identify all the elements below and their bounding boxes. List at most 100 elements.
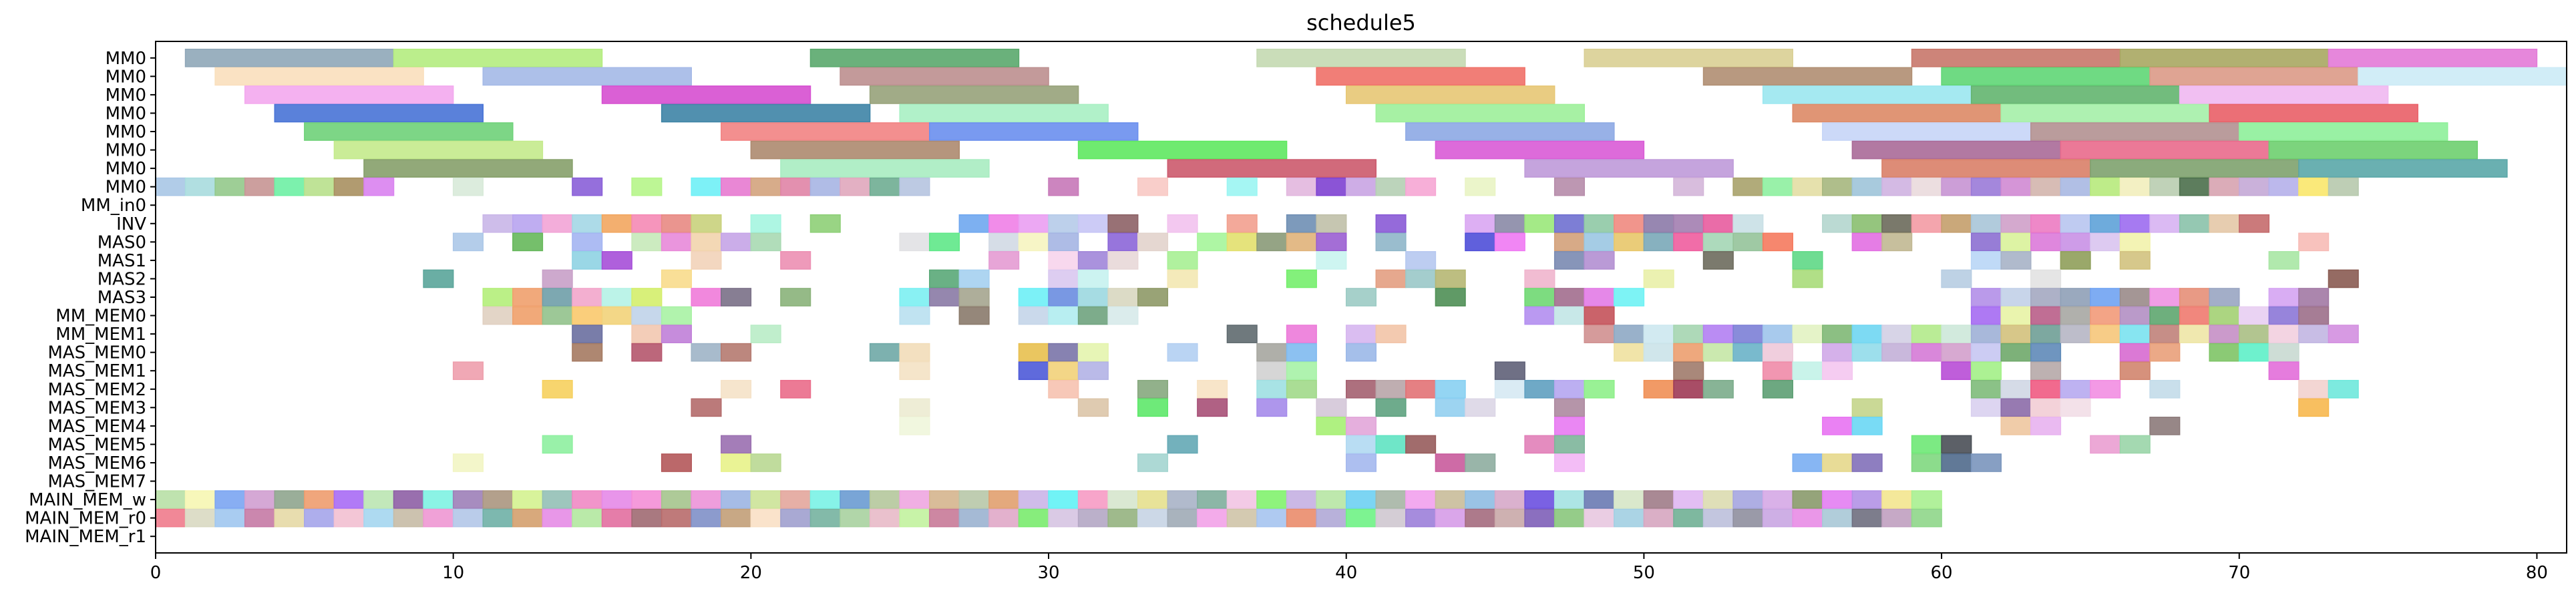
task-bar [1107, 306, 1139, 325]
task-bar [809, 48, 1020, 67]
task-bar [750, 325, 781, 343]
task-bar [2149, 379, 2181, 399]
task-bar [958, 306, 990, 325]
task-bar [840, 490, 871, 509]
task-bar [1375, 214, 1407, 233]
task-bar [1643, 325, 1674, 343]
task-bar [1107, 232, 1139, 252]
task-bar [1286, 214, 1317, 233]
task-bar [1524, 435, 1555, 454]
task-bar [691, 508, 722, 528]
task-bar [1256, 343, 1288, 362]
task-bar [482, 490, 514, 509]
task-bar [1822, 343, 1853, 362]
task-bar [1494, 379, 1525, 399]
task-bar [691, 490, 722, 509]
task-bar [1911, 343, 1942, 362]
task-bar [2090, 379, 2121, 399]
task-bar [572, 306, 603, 325]
task-bar [1553, 306, 1586, 325]
task-bar [721, 122, 930, 141]
task-bar [1614, 490, 1645, 509]
task-bar [750, 453, 781, 472]
task-bar [1941, 67, 2151, 86]
task-bar [2179, 325, 2210, 343]
task-bar [2328, 48, 2538, 67]
task-bar [452, 490, 484, 509]
task-bar [1048, 232, 1079, 252]
y-tick-label: INV [116, 214, 146, 234]
y-tick-label: MAS0 [98, 232, 146, 252]
task-bar [1792, 361, 1823, 381]
task-bar [1048, 508, 1079, 528]
y-tick-label: MAIN_MEM_r0 [25, 509, 146, 529]
task-bar [2000, 306, 2032, 325]
task-bar [2030, 343, 2062, 362]
task-bar [661, 104, 871, 123]
task-bar [631, 490, 663, 509]
task-bar [1911, 214, 1942, 233]
task-bar [1970, 251, 2002, 270]
task-bar [1792, 269, 1823, 288]
y-tick-label: MAS_MEM5 [47, 435, 146, 455]
task-bar [1702, 214, 1734, 233]
task-bar [1614, 214, 1645, 233]
task-bar [393, 490, 424, 509]
task-bar [393, 48, 603, 67]
task-bar [1167, 251, 1198, 270]
task-bar [1286, 343, 1317, 362]
task-bar [958, 269, 990, 288]
task-bar [1911, 177, 1942, 196]
task-bar [631, 508, 663, 528]
y-tick-label: MM_MEM0 [55, 307, 146, 327]
task-bar [482, 508, 514, 528]
chart-title: schedule5 [1306, 10, 1416, 35]
task-bar [184, 177, 216, 196]
task-bar [1822, 453, 1853, 472]
task-bar [2209, 104, 2418, 123]
task-bar [631, 288, 663, 307]
task-bar [1316, 417, 1347, 435]
task-bar [1702, 67, 1913, 86]
task-bar [2000, 251, 2032, 270]
task-bar [1702, 325, 1734, 343]
task-bar [244, 490, 276, 509]
task-bar [1048, 361, 1079, 381]
task-bar [1345, 379, 1377, 399]
task-bar [899, 343, 930, 362]
task-bar [2030, 398, 2062, 417]
task-bar [1643, 214, 1674, 233]
task-bar [452, 177, 484, 196]
task-bar [542, 288, 573, 307]
task-bar [1851, 214, 1883, 233]
task-bar [2149, 417, 2181, 435]
task-bar [780, 251, 811, 270]
task-bar [1614, 508, 1645, 528]
task-bar [2268, 251, 2299, 270]
task-bar [1553, 508, 1586, 528]
task-bar [482, 288, 514, 307]
task-bar [1345, 85, 1555, 104]
task-bar [1822, 361, 1853, 381]
task-bar [2000, 325, 2032, 343]
task-bar [1077, 140, 1288, 160]
task-bar [661, 306, 692, 325]
task-bar [1077, 269, 1109, 288]
y-tick-label: MAS_MEM1 [47, 361, 146, 381]
task-bar [1524, 490, 1555, 509]
task-bar [1584, 325, 1615, 343]
task-bar [2179, 85, 2389, 104]
y-tick-label: MAS_MEM6 [47, 453, 146, 473]
task-bar [780, 159, 990, 178]
task-bar [809, 214, 841, 233]
task-bar [1702, 490, 1734, 509]
task-bar [1435, 508, 1466, 528]
task-bar [2030, 306, 2062, 325]
task-bar [1167, 214, 1198, 233]
task-bar [2090, 232, 2121, 252]
task-bar [2268, 177, 2299, 196]
task-bar [1256, 398, 1288, 417]
task-bar [2209, 306, 2240, 325]
task-bar [1018, 361, 1049, 381]
task-bar [244, 177, 276, 196]
